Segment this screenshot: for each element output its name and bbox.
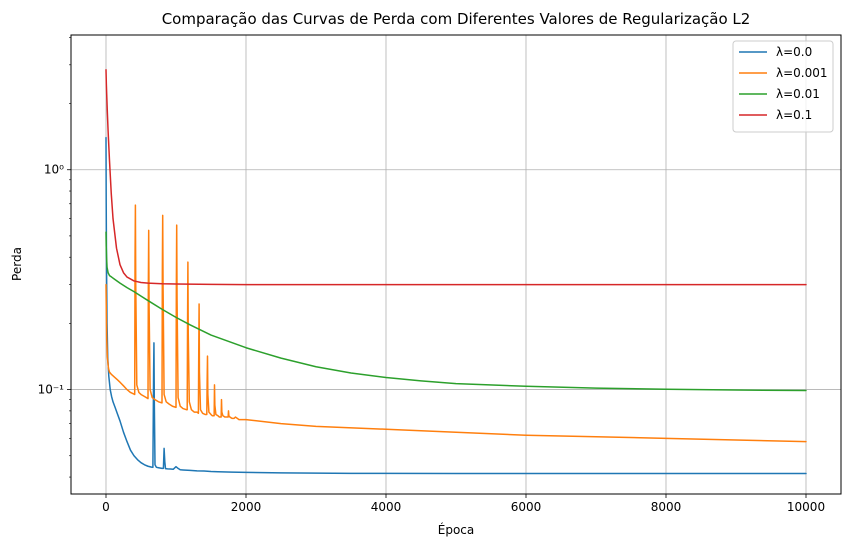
plot-area-frame <box>70 34 842 495</box>
x-tick-label: 4000 <box>371 500 402 514</box>
legend-box <box>732 40 834 133</box>
series-line-3 <box>105 68 807 286</box>
x-axis-ticks: 0 2000 4000 6000 8000 10000 <box>102 494 825 514</box>
x-tick-label: 2000 <box>231 500 262 514</box>
x-tick-label: 0 <box>102 500 110 514</box>
series-line-0 <box>105 136 807 475</box>
series-line-2 <box>105 231 807 392</box>
series-line-1 <box>105 204 807 443</box>
legend-label: λ=0.01 <box>776 87 820 101</box>
y-tick-label: 10⁰ <box>44 163 64 177</box>
x-tick-label: 6000 <box>511 500 542 514</box>
legend-label: λ=0.001 <box>776 66 828 80</box>
x-axis-label: Época <box>438 522 475 537</box>
x-tick-label: 8000 <box>651 500 682 514</box>
chart-title: Comparação das Curvas de Perda com Difer… <box>162 10 751 28</box>
legend: λ=0.0 λ=0.001 λ=0.01 λ=0.1 <box>732 40 834 133</box>
x-tick-label: 10000 <box>787 500 825 514</box>
y-axis-label: Perda <box>10 247 24 281</box>
y-axis-ticks: 10⁻¹ 10⁰ <box>38 37 71 478</box>
legend-label: λ=0.1 <box>776 108 812 122</box>
series-lines <box>105 68 807 475</box>
y-tick-label: 10⁻¹ <box>38 383 65 397</box>
legend-label: λ=0.0 <box>776 45 812 59</box>
